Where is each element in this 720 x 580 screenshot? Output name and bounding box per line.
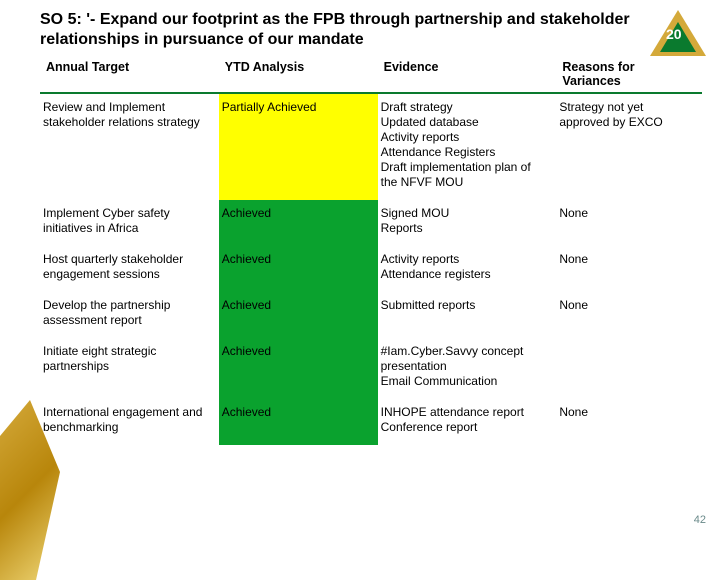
table-row: Develop the partnership assessment repor… — [40, 292, 702, 338]
cell-evidence: Activity reports Attendance registers — [378, 246, 557, 292]
cell-reasons: Strategy not yet approved by EXCO — [556, 93, 702, 200]
cell-annual-target: Initiate eight strategic partnerships — [40, 338, 219, 399]
cell-evidence: Submitted reports — [378, 292, 557, 338]
cell-evidence: #Iam.Cyber.Savvy concept presentation Em… — [378, 338, 557, 399]
cell-reasons: None — [556, 200, 702, 246]
col-header-reasons: Reasons for Variances — [556, 56, 702, 93]
cell-annual-target: International engagement and benchmarkin… — [40, 399, 219, 445]
col-header-ytd: YTD Analysis — [219, 56, 378, 93]
table-row: International engagement and benchmarkin… — [40, 399, 702, 445]
cell-reasons — [556, 338, 702, 399]
table-row: Review and Implement stakeholder relatio… — [40, 93, 702, 200]
cell-ytd-analysis: Achieved — [219, 246, 378, 292]
cell-ytd-analysis: Achieved — [219, 338, 378, 399]
cell-ytd-analysis: Achieved — [219, 292, 378, 338]
cell-evidence: Signed MOU Reports — [378, 200, 557, 246]
table-row: Implement Cyber safety initiatives in Af… — [40, 200, 702, 246]
cell-ytd-analysis: Achieved — [219, 200, 378, 246]
slide-title: SO 5: '- Expand our footprint as the FPB… — [40, 10, 702, 50]
table-header-row: Annual Target YTD Analysis Evidence Reas… — [40, 56, 702, 93]
col-header-evidence: Evidence — [378, 56, 557, 93]
cell-reasons: None — [556, 292, 702, 338]
cell-evidence: Draft strategy Updated database Activity… — [378, 93, 557, 200]
cell-reasons: None — [556, 399, 702, 445]
cell-ytd-analysis: Partially Achieved — [219, 93, 378, 200]
cell-annual-target: Review and Implement stakeholder relatio… — [40, 93, 219, 200]
col-header-target: Annual Target — [40, 56, 219, 93]
cell-annual-target: Implement Cyber safety initiatives in Af… — [40, 200, 219, 246]
page-number: 42 — [694, 514, 706, 526]
performance-table: Annual Target YTD Analysis Evidence Reas… — [40, 56, 702, 445]
cell-ytd-analysis: Achieved — [219, 399, 378, 445]
cell-evidence: INHOPE attendance report Conference repo… — [378, 399, 557, 445]
table-row: Host quarterly stakeholder engagement se… — [40, 246, 702, 292]
cell-annual-target: Host quarterly stakeholder engagement se… — [40, 246, 219, 292]
table-row: Initiate eight strategic partnershipsAch… — [40, 338, 702, 399]
cell-annual-target: Develop the partnership assessment repor… — [40, 292, 219, 338]
cell-reasons: None — [556, 246, 702, 292]
